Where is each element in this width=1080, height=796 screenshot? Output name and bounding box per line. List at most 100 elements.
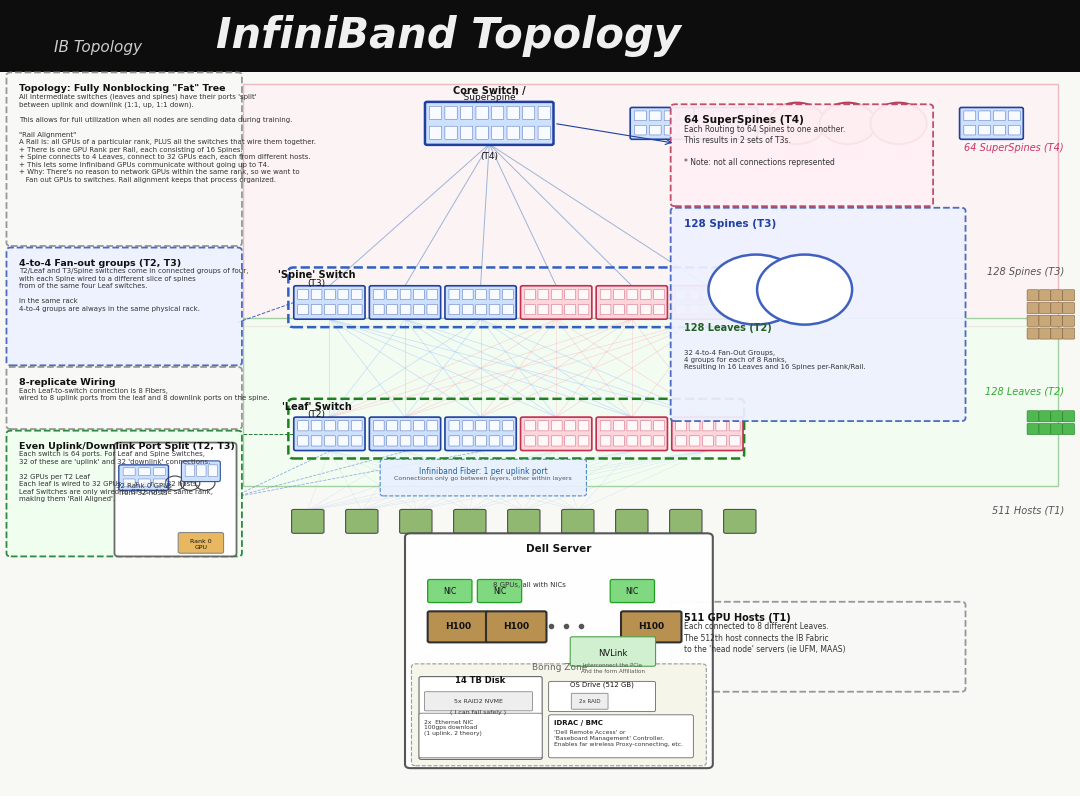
- FancyBboxPatch shape: [1039, 411, 1051, 422]
- FancyBboxPatch shape: [123, 479, 135, 486]
- Text: Interconnect the PCIe
And the form Affiliation: Interconnect the PCIe And the form Affil…: [581, 663, 645, 674]
- FancyBboxPatch shape: [743, 125, 755, 135]
- FancyBboxPatch shape: [679, 111, 691, 121]
- FancyBboxPatch shape: [562, 509, 594, 533]
- FancyBboxPatch shape: [571, 693, 608, 709]
- FancyBboxPatch shape: [713, 111, 725, 121]
- FancyBboxPatch shape: [138, 468, 150, 475]
- FancyBboxPatch shape: [631, 107, 694, 139]
- FancyBboxPatch shape: [1063, 290, 1075, 301]
- FancyBboxPatch shape: [507, 107, 519, 119]
- FancyBboxPatch shape: [1063, 411, 1075, 422]
- FancyBboxPatch shape: [462, 290, 473, 299]
- Text: NIC: NIC: [625, 587, 639, 595]
- FancyBboxPatch shape: [521, 417, 592, 451]
- FancyBboxPatch shape: [1051, 411, 1063, 422]
- Text: Dell Server: Dell Server: [526, 544, 592, 554]
- FancyBboxPatch shape: [963, 111, 975, 121]
- Text: Each Leaf-to-switch connection is 8 Fibers,
wired to 8 uplink ports from the lea: Each Leaf-to-switch connection is 8 Fibe…: [19, 388, 270, 401]
- Text: 32 Rank 0 GPUs
from 32 hosts: 32 Rank 0 GPUs from 32 hosts: [116, 483, 172, 496]
- FancyBboxPatch shape: [294, 417, 365, 451]
- FancyBboxPatch shape: [729, 436, 740, 446]
- FancyBboxPatch shape: [369, 286, 441, 319]
- FancyBboxPatch shape: [401, 421, 410, 431]
- FancyBboxPatch shape: [119, 465, 168, 490]
- FancyBboxPatch shape: [414, 290, 424, 299]
- FancyBboxPatch shape: [672, 286, 743, 319]
- FancyBboxPatch shape: [1063, 302, 1075, 314]
- FancyBboxPatch shape: [401, 290, 410, 299]
- FancyBboxPatch shape: [634, 125, 646, 135]
- FancyBboxPatch shape: [621, 611, 681, 642]
- Text: H100: H100: [638, 622, 664, 631]
- Circle shape: [757, 255, 852, 325]
- Text: 5x RAID2 NVME: 5x RAID2 NVME: [454, 699, 503, 704]
- FancyBboxPatch shape: [1051, 315, 1063, 326]
- FancyBboxPatch shape: [427, 290, 437, 299]
- FancyBboxPatch shape: [703, 421, 713, 431]
- Text: (T2): (T2): [308, 411, 325, 419]
- FancyBboxPatch shape: [653, 436, 664, 446]
- Circle shape: [820, 103, 876, 144]
- FancyBboxPatch shape: [689, 305, 700, 314]
- FancyBboxPatch shape: [713, 125, 725, 135]
- FancyBboxPatch shape: [387, 421, 397, 431]
- FancyBboxPatch shape: [565, 421, 576, 431]
- Text: 64 SuperSpines (T4): 64 SuperSpines (T4): [684, 115, 804, 126]
- FancyBboxPatch shape: [664, 125, 676, 135]
- Text: Each connected to 8 different Leaves.
The 512th host connects the IB Fabric
to t: Each connected to 8 different Leaves. Th…: [684, 622, 846, 654]
- FancyBboxPatch shape: [676, 290, 687, 299]
- FancyBboxPatch shape: [1027, 290, 1039, 301]
- FancyBboxPatch shape: [414, 421, 424, 431]
- FancyBboxPatch shape: [613, 436, 624, 446]
- FancyBboxPatch shape: [743, 111, 755, 121]
- FancyBboxPatch shape: [610, 579, 654, 603]
- FancyBboxPatch shape: [653, 290, 664, 299]
- FancyBboxPatch shape: [640, 421, 651, 431]
- Text: Each Routing to 64 Spines to one another.
This results in 2 sets of T3s.

* Note: Each Routing to 64 Spines to one another…: [684, 125, 845, 167]
- FancyBboxPatch shape: [729, 290, 740, 299]
- FancyBboxPatch shape: [600, 305, 611, 314]
- Text: 511 Hosts (T1): 511 Hosts (T1): [991, 505, 1064, 516]
- Text: 128 Spines (T3): 128 Spines (T3): [986, 267, 1064, 277]
- FancyBboxPatch shape: [489, 290, 500, 299]
- FancyBboxPatch shape: [679, 125, 691, 135]
- FancyBboxPatch shape: [649, 111, 661, 121]
- FancyBboxPatch shape: [729, 421, 740, 431]
- FancyBboxPatch shape: [963, 125, 975, 135]
- FancyBboxPatch shape: [698, 111, 710, 121]
- Text: 128 Leaves (T2): 128 Leaves (T2): [684, 323, 771, 333]
- FancyBboxPatch shape: [476, 436, 486, 446]
- FancyBboxPatch shape: [640, 305, 651, 314]
- FancyBboxPatch shape: [616, 509, 648, 533]
- Text: All intermediate switches (leaves and spines) have their ports 'split'
between u: All intermediate switches (leaves and sp…: [19, 93, 316, 182]
- FancyBboxPatch shape: [729, 305, 740, 314]
- FancyBboxPatch shape: [185, 465, 194, 477]
- FancyBboxPatch shape: [427, 305, 437, 314]
- Text: Infiniband Fiber: 1 per uplink port: Infiniband Fiber: 1 per uplink port: [419, 467, 548, 476]
- FancyBboxPatch shape: [627, 305, 637, 314]
- FancyBboxPatch shape: [414, 305, 424, 314]
- FancyBboxPatch shape: [401, 436, 410, 446]
- Text: Even Uplink/Downlink Port Split (T2, T3): Even Uplink/Downlink Port Split (T2, T3): [19, 442, 235, 451]
- Text: T2/Leaf and T3/Spine switches come in connected groups of four,
with each Spine : T2/Leaf and T3/Spine switches come in co…: [19, 268, 248, 312]
- FancyBboxPatch shape: [1051, 290, 1063, 301]
- FancyBboxPatch shape: [538, 436, 549, 446]
- FancyBboxPatch shape: [600, 290, 611, 299]
- FancyBboxPatch shape: [689, 290, 700, 299]
- Text: NIC: NIC: [443, 587, 457, 595]
- FancyBboxPatch shape: [627, 436, 637, 446]
- FancyBboxPatch shape: [311, 421, 322, 431]
- Text: 511 GPU Hosts (T1): 511 GPU Hosts (T1): [684, 613, 791, 623]
- FancyBboxPatch shape: [724, 509, 756, 533]
- FancyBboxPatch shape: [670, 509, 702, 533]
- FancyBboxPatch shape: [578, 436, 589, 446]
- FancyBboxPatch shape: [676, 436, 687, 446]
- Text: Topology: Fully Nonblocking "Fat" Tree: Topology: Fully Nonblocking "Fat" Tree: [19, 84, 226, 92]
- Text: 4-to-4 Fan-out groups (T2, T3): 4-to-4 Fan-out groups (T2, T3): [19, 259, 181, 267]
- FancyBboxPatch shape: [298, 290, 309, 299]
- FancyBboxPatch shape: [491, 107, 503, 119]
- FancyBboxPatch shape: [1027, 315, 1039, 326]
- Text: IB Topology: IB Topology: [54, 40, 141, 55]
- FancyBboxPatch shape: [676, 305, 687, 314]
